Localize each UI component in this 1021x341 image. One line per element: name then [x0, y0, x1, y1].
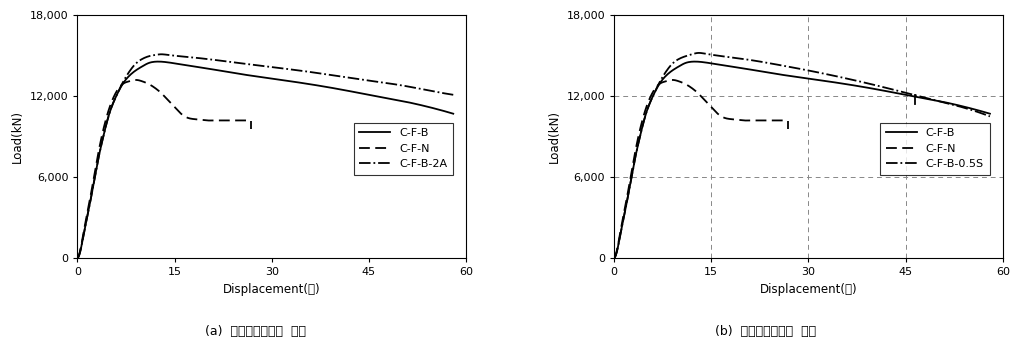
C-F-N: [181, 116, 193, 120]
C-F-B-2A: [195, 56, 207, 60]
Y-axis label: Load(kN): Load(kN): [11, 110, 25, 163]
C-F-B-2A: [221, 59, 233, 63]
Line: C-F-N: C-F-N: [78, 80, 251, 258]
C-F-B: [343, 89, 355, 93]
C-F-B-0.5S: [758, 60, 770, 64]
C-F-N: [245, 119, 257, 123]
C-F-B-0.5S: [845, 77, 858, 81]
C-F-B: [345, 89, 357, 93]
C-F-B-0.5S: [692, 51, 704, 55]
Line: C-F-N: C-F-N: [614, 80, 787, 258]
C-F-N: [665, 78, 677, 82]
C-F-N: [198, 118, 210, 122]
C-F-B: [116, 82, 129, 86]
C-F-B-2A: [343, 76, 355, 80]
C-F-N: [734, 118, 746, 122]
Legend: C-F-B, C-F-N, C-F-B-0.5S: C-F-B, C-F-N, C-F-B-0.5S: [880, 123, 989, 175]
C-F-B: [71, 256, 84, 260]
Text: (a)  바인딩프레임의  크기: (a) 바인딩프레임의 크기: [205, 325, 305, 338]
C-F-B-2A: [345, 76, 357, 80]
C-F-B: [758, 70, 770, 74]
Line: C-F-B: C-F-B: [614, 62, 990, 258]
C-F-B-2A: [447, 93, 459, 97]
C-F-B: [845, 83, 858, 87]
Y-axis label: Load(kN): Load(kN): [548, 110, 561, 163]
C-F-B: [731, 65, 743, 70]
C-F-B-0.5S: [607, 256, 620, 260]
Line: C-F-B-0.5S: C-F-B-0.5S: [614, 53, 990, 258]
C-F-B: [984, 112, 996, 116]
C-F-B-0.5S: [984, 114, 996, 118]
C-F-B-2A: [116, 81, 129, 85]
C-F-N: [128, 78, 140, 82]
X-axis label: Displacement(㎍): Displacement(㎍): [223, 283, 321, 296]
C-F-N: [92, 151, 104, 155]
C-F-N: [130, 78, 142, 82]
Text: (b)  바인딩프레임의  간격: (b) 바인딩프레임의 간격: [715, 325, 817, 338]
C-F-B-0.5S: [653, 81, 666, 85]
Line: C-F-B-2A: C-F-B-2A: [78, 54, 453, 258]
C-F-N: [141, 81, 153, 85]
C-F-B: [689, 60, 701, 64]
C-F-N: [718, 116, 730, 120]
C-F-B: [195, 65, 207, 70]
C-F-B-0.5S: [880, 86, 892, 90]
C-F-N: [629, 151, 641, 155]
X-axis label: Displacement(㎍): Displacement(㎍): [760, 283, 858, 296]
C-F-B-0.5S: [731, 56, 743, 60]
C-F-B: [653, 82, 666, 86]
C-F-B: [308, 83, 321, 87]
C-F-B-2A: [71, 256, 84, 260]
C-F-N: [607, 256, 620, 260]
C-F-N: [677, 81, 689, 85]
C-F-B: [152, 60, 164, 64]
C-F-B: [880, 89, 892, 93]
C-F-N: [197, 118, 209, 122]
C-F-B-2A: [155, 52, 167, 56]
C-F-B-0.5S: [882, 86, 894, 90]
Legend: C-F-B, C-F-N, C-F-B-2A: C-F-B, C-F-N, C-F-B-2A: [353, 123, 453, 175]
C-F-N: [71, 256, 84, 260]
C-F-N: [667, 78, 679, 82]
C-F-N: [781, 119, 793, 123]
C-F-B: [447, 112, 459, 116]
C-F-B: [607, 256, 620, 260]
C-F-B: [221, 70, 233, 74]
Line: C-F-B: C-F-B: [78, 62, 453, 258]
C-F-B-2A: [308, 71, 321, 75]
C-F-N: [734, 118, 746, 122]
C-F-B: [882, 89, 894, 93]
